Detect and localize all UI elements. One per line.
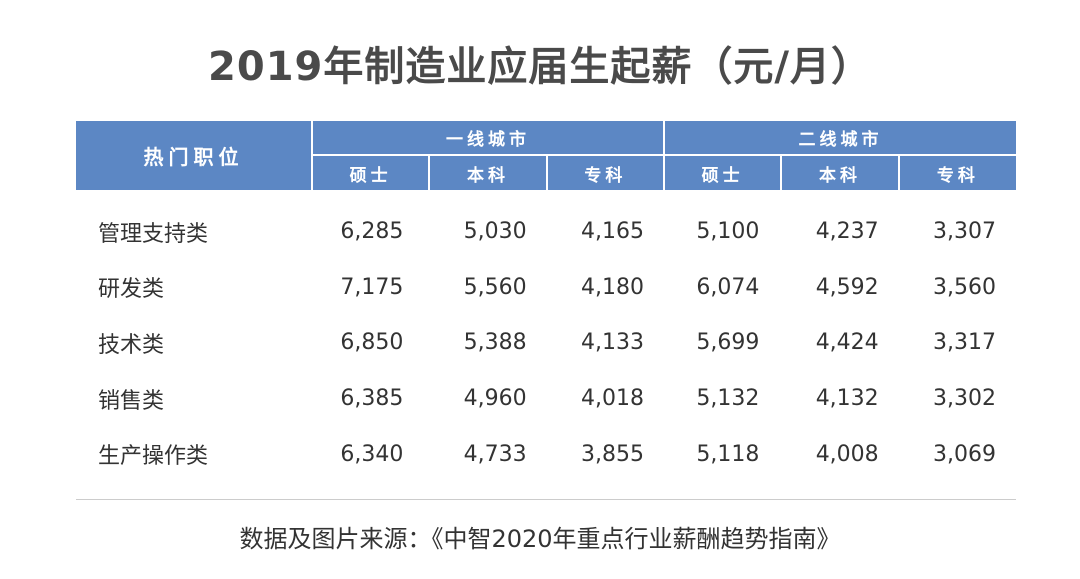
table-row: 销售类 6,385 4,960 4,018 5,132 4,132 3,302 bbox=[76, 371, 1016, 427]
table-row: 管理支持类 6,285 5,030 4,165 5,100 4,237 3,30… bbox=[76, 204, 1016, 260]
value-cell: 4,960 bbox=[463, 386, 527, 412]
value-cell: 6,850 bbox=[340, 330, 404, 356]
value-cell: 4,008 bbox=[815, 441, 879, 467]
divider bbox=[76, 499, 1016, 500]
salary-table: 热门职位 一线城市 二线城市 硕士 本科 专科 硕士 本科 专科 管理支持类 6… bbox=[76, 121, 1017, 482]
role-cell: 生产操作类 bbox=[98, 444, 209, 470]
table-spacer bbox=[76, 190, 1016, 204]
column-header: 本科 bbox=[428, 155, 547, 190]
column-header: 本科 bbox=[780, 155, 899, 190]
value-cell: 4,165 bbox=[581, 219, 645, 245]
chart-title: 2019年制造业应届生起薪（元/月） bbox=[208, 44, 872, 90]
table-row: 研发类 7,175 5,560 4,180 6,074 4,592 3,560 bbox=[76, 260, 1016, 316]
value-cell: 4,733 bbox=[463, 441, 527, 467]
role-cell: 销售类 bbox=[98, 388, 165, 414]
value-cell: 3,302 bbox=[933, 386, 997, 412]
value-cell: 3,317 bbox=[933, 330, 997, 356]
role-cell: 研发类 bbox=[98, 277, 165, 303]
value-cell: 4,180 bbox=[581, 274, 645, 300]
value-cell: 4,133 bbox=[581, 330, 645, 356]
table-body: 管理支持类 6,285 5,030 4,165 5,100 4,237 3,30… bbox=[76, 190, 1016, 482]
value-cell: 3,307 bbox=[933, 219, 997, 245]
value-cell: 5,132 bbox=[696, 386, 760, 412]
value-cell: 6,385 bbox=[340, 386, 404, 412]
value-cell: 5,560 bbox=[463, 274, 527, 300]
value-cell: 5,100 bbox=[696, 219, 760, 245]
value-cell: 4,132 bbox=[815, 386, 879, 412]
value-cell: 7,175 bbox=[340, 274, 404, 300]
table-row: 生产操作类 6,340 4,733 3,855 5,118 4,008 3,06… bbox=[76, 426, 1016, 482]
value-cell: 3,069 bbox=[933, 441, 997, 467]
value-cell: 5,118 bbox=[696, 441, 760, 467]
group-header-tier1: 一线城市 bbox=[312, 121, 665, 156]
source-note: 数据及图片来源：《中智2020年重点行业薪酬趋势指南》 bbox=[239, 525, 841, 553]
table-row: 技术类 6,850 5,388 4,133 5,699 4,424 3,317 bbox=[76, 315, 1016, 371]
column-header: 专科 bbox=[897, 155, 1017, 190]
value-cell: 5,699 bbox=[696, 330, 760, 356]
value-cell: 4,424 bbox=[815, 330, 879, 356]
value-cell: 6,285 bbox=[340, 219, 404, 245]
column-header: 专科 bbox=[545, 155, 665, 190]
column-header: 硕士 bbox=[663, 155, 782, 190]
value-cell: 4,592 bbox=[815, 274, 879, 300]
role-cell: 管理支持类 bbox=[98, 221, 209, 247]
value-cell: 3,560 bbox=[933, 274, 997, 300]
value-cell: 3,855 bbox=[581, 441, 645, 467]
value-cell: 5,030 bbox=[463, 219, 527, 245]
value-cell: 4,018 bbox=[581, 386, 645, 412]
role-cell: 技术类 bbox=[98, 332, 165, 358]
value-cell: 6,074 bbox=[696, 274, 760, 300]
row-header-cell: 热门职位 bbox=[76, 121, 313, 190]
value-cell: 6,340 bbox=[340, 441, 404, 467]
column-header: 硕士 bbox=[312, 155, 430, 190]
table-header: 热门职位 一线城市 二线城市 硕士 本科 专科 硕士 本科 专科 bbox=[76, 121, 1017, 190]
value-cell: 5,388 bbox=[463, 330, 527, 356]
group-header-tier2: 二线城市 bbox=[663, 121, 1017, 156]
value-cell: 4,237 bbox=[815, 219, 879, 245]
